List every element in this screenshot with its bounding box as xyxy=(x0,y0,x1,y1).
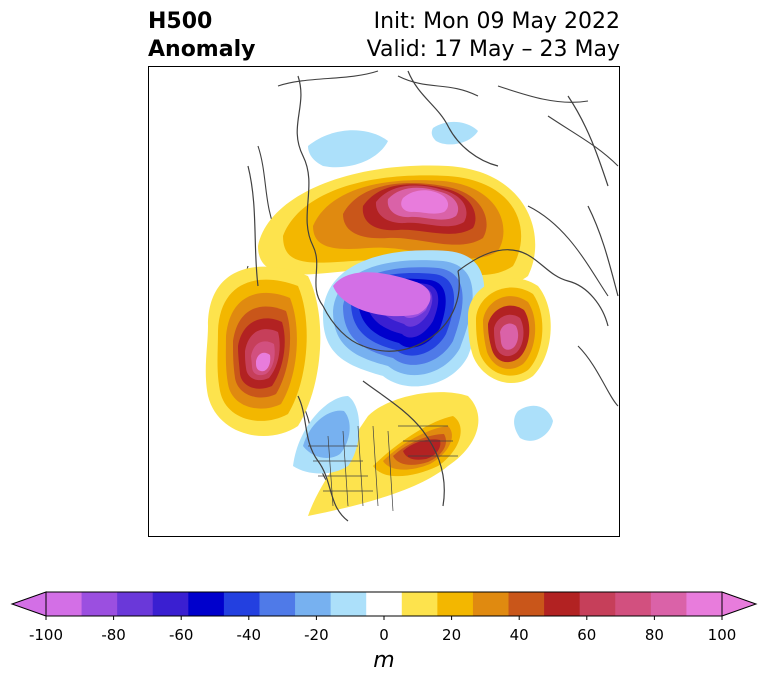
colorbar-bin xyxy=(223,592,260,616)
anomaly-greenland xyxy=(258,165,536,288)
colorbar-bin xyxy=(152,592,189,616)
anomaly-eastern-canada xyxy=(308,392,479,516)
state-borders xyxy=(308,425,458,512)
anomaly-arctic xyxy=(323,250,485,387)
colorbar-tick-label: -100 xyxy=(28,626,64,644)
title-line-2: Anomaly xyxy=(148,37,256,62)
colorbar-tick-label: 100 xyxy=(707,626,737,644)
colorbar xyxy=(10,591,758,620)
title-line-1: H500 xyxy=(148,9,213,34)
colorbar-tick-label: -80 xyxy=(101,626,126,644)
colorbar-bin xyxy=(295,592,332,616)
colorbar-tick-label: -20 xyxy=(304,626,329,644)
colorbar-bin xyxy=(188,592,225,616)
colorbar-tick-label: 0 xyxy=(379,626,389,644)
colorbar-bin xyxy=(117,592,154,616)
colorbar-extend-high xyxy=(721,591,758,617)
anomaly-pacific xyxy=(205,266,321,436)
colorbar-bin xyxy=(366,592,403,616)
colorbar-bin xyxy=(686,592,723,616)
colorbar-bin xyxy=(508,592,545,616)
anomaly-scandinavia xyxy=(468,277,551,384)
anomaly-map xyxy=(148,66,620,537)
colorbar-bin xyxy=(544,592,581,616)
date-info: Init: Mon 09 May 2022 Valid: 17 May – 23… xyxy=(367,8,620,64)
map-title: H500 Anomaly xyxy=(148,8,255,64)
colorbar-bin xyxy=(650,592,687,616)
init-date: Init: Mon 09 May 2022 xyxy=(373,9,620,34)
coastlines xyxy=(247,70,619,522)
colorbar-bin xyxy=(46,592,83,616)
colorbar-bin xyxy=(259,592,296,616)
colorbar-bin xyxy=(472,592,510,616)
colorbar-bin xyxy=(579,592,616,616)
colorbar-tick-label: 60 xyxy=(577,626,597,644)
colorbar-bin xyxy=(330,592,367,616)
colorbar-bin xyxy=(401,592,438,616)
valid-range: Valid: 17 May – 23 May xyxy=(366,37,620,62)
colorbar-bin xyxy=(81,592,118,616)
colorbar-bin xyxy=(437,592,474,616)
colorbar-tick-label: -40 xyxy=(236,626,262,644)
colorbar-tick-label: -60 xyxy=(168,626,194,644)
colorbar-bin xyxy=(615,592,652,616)
colorbar-extend-low xyxy=(10,591,47,617)
colorbar-tick-label: 80 xyxy=(644,626,664,644)
colorbar-unit-label: m xyxy=(373,648,395,673)
colorbar-tick-label: 20 xyxy=(442,626,462,644)
map-frame xyxy=(148,66,620,537)
colorbar-tick-label: 40 xyxy=(509,626,529,644)
